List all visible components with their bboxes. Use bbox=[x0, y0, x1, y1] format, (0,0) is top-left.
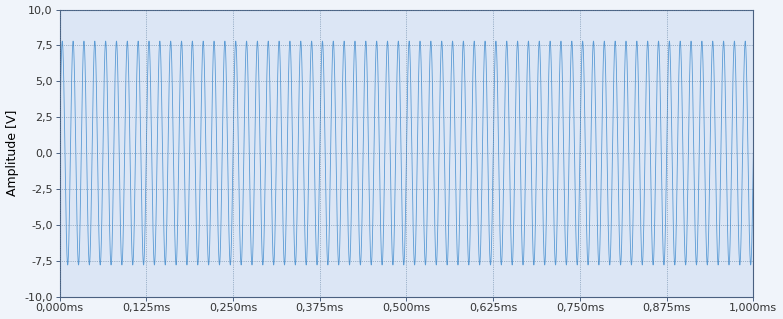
Y-axis label: Amplitude [V]: Amplitude [V] bbox=[5, 110, 19, 196]
